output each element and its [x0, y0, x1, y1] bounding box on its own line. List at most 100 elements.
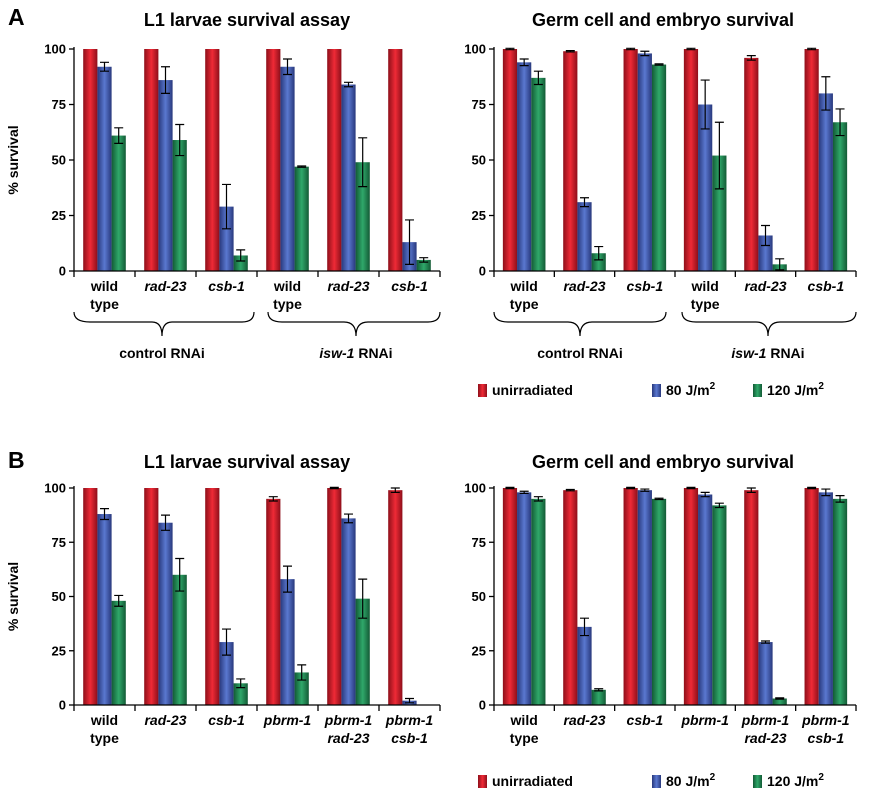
- bar-120: [712, 505, 727, 705]
- bar-120: [111, 135, 126, 271]
- bar-80: [818, 492, 833, 705]
- error-bar: [821, 488, 831, 497]
- error-bar: [580, 617, 589, 637]
- error-bar: [329, 486, 339, 490]
- y-tick-label: 25: [472, 208, 486, 223]
- y-tick-label: 0: [479, 264, 486, 279]
- x-category-label: wild type: [691, 278, 720, 312]
- x-category-label: pbrm-1 rad-23: [741, 712, 790, 746]
- legend-label: 120 J/m2: [767, 381, 824, 398]
- legend-swatch: [652, 775, 661, 788]
- error-bar: [821, 76, 831, 111]
- error-bar: [746, 55, 756, 61]
- x-category-label: rad-23: [744, 278, 786, 294]
- bar-120: [233, 683, 248, 705]
- error-bar: [236, 249, 246, 262]
- error-bar: [686, 47, 696, 51]
- x-category-label: csb-1: [627, 712, 664, 728]
- error-bar: [519, 490, 529, 495]
- x-category-label: csb-1: [808, 278, 845, 294]
- bar-120: [591, 689, 606, 705]
- x-category-label: pbrm-1 csb-1: [385, 712, 434, 746]
- error-bar: [100, 508, 109, 521]
- error-bar: [580, 197, 589, 208]
- bar-unirradiated: [266, 498, 281, 705]
- error-bar: [114, 127, 124, 144]
- bar-120: [772, 698, 787, 705]
- bar-120: [832, 122, 848, 271]
- legend-swatch: [753, 384, 762, 397]
- legend-b: unirradiated 80 J/m2 120 J/m2: [478, 772, 824, 789]
- y-tick-label: 25: [52, 208, 66, 223]
- chart-b-l1-larvae-survival: L1 larvae survival assay % survival 0 25 50 7…: [5, 452, 441, 746]
- y-tick-label: 25: [472, 643, 486, 658]
- legend-swatch: [478, 775, 487, 788]
- error-bar: [519, 58, 529, 67]
- error-bar: [640, 488, 650, 492]
- bar-80: [280, 579, 295, 705]
- error-bar: [405, 697, 414, 704]
- bar-unirradiated: [144, 488, 159, 705]
- error-bar: [161, 514, 170, 531]
- bar-80: [219, 206, 234, 271]
- x-category-label: pbrm-1: [263, 712, 312, 728]
- bar-80: [637, 53, 652, 271]
- error-bar: [505, 47, 515, 51]
- y-tick-label: 50: [52, 153, 66, 168]
- error-bar: [626, 486, 636, 490]
- bar-unirradiated: [683, 49, 699, 271]
- error-bar: [390, 487, 400, 493]
- error-bar: [297, 664, 307, 681]
- error-bar: [175, 557, 185, 592]
- bar-80: [758, 235, 773, 271]
- bar-80: [577, 626, 592, 705]
- error-bar: [505, 486, 515, 490]
- legend-label: unirradiated: [492, 773, 573, 789]
- y-tick-label: 100: [464, 42, 486, 57]
- y-tick-label: 50: [52, 589, 66, 604]
- x-category-label: rad-23: [144, 712, 186, 728]
- bar-120: [651, 64, 667, 271]
- error-bar: [358, 137, 368, 188]
- y-tick-label: 75: [472, 97, 486, 112]
- error-bar: [835, 108, 845, 137]
- y-tick-label: 25: [52, 643, 66, 658]
- y-tick-label: 50: [472, 153, 486, 168]
- bar-120: [294, 166, 309, 271]
- x-category-label: rad-23: [563, 278, 605, 294]
- x-category-label: pbrm-1 rad-23: [324, 712, 373, 746]
- bar-unirradiated: [563, 51, 578, 271]
- error-bar: [746, 487, 756, 493]
- bar-80: [758, 642, 773, 705]
- error-bar: [640, 50, 650, 57]
- bar-80: [637, 490, 652, 705]
- error-bar: [594, 245, 604, 261]
- x-category-label: wild type: [90, 278, 119, 312]
- bar-80: [158, 522, 173, 705]
- bar-unirradiated: [683, 488, 699, 705]
- bar-80: [97, 66, 112, 271]
- bar-unirradiated: [804, 488, 819, 705]
- brace-right-isw1: [681, 311, 857, 337]
- bar-unirradiated: [388, 490, 403, 705]
- x-category-label: rad-23: [563, 712, 605, 728]
- error-bar: [565, 488, 575, 492]
- y-tick-label: 75: [472, 535, 486, 550]
- error-bar: [419, 257, 429, 263]
- group-label-control-rnai-right: control RNAi: [537, 345, 623, 361]
- bar-80: [517, 492, 532, 705]
- error-bar: [714, 121, 724, 190]
- panel-letter-b: B: [8, 447, 25, 473]
- x-category-label: wild type: [510, 712, 539, 746]
- bar-120: [832, 498, 848, 705]
- bar-80: [341, 84, 356, 272]
- error-bar: [114, 594, 124, 607]
- y-tick-label: 75: [52, 535, 66, 550]
- error-bar: [533, 496, 543, 502]
- bar-unirradiated: [563, 490, 578, 705]
- error-bar: [344, 81, 353, 88]
- error-bar: [626, 47, 636, 51]
- bar-80: [97, 514, 112, 705]
- error-bar: [700, 491, 710, 498]
- bar-unirradiated: [327, 488, 342, 705]
